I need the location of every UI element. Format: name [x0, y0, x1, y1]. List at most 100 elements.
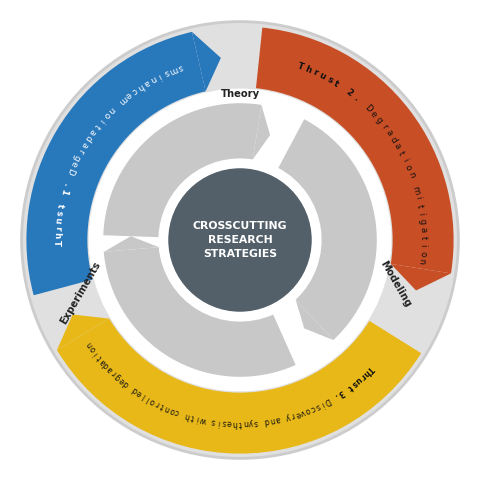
Text: t: t — [396, 150, 406, 157]
Wedge shape — [26, 32, 205, 295]
Text: .: . — [60, 181, 70, 187]
Polygon shape — [192, 32, 221, 91]
Text: y: y — [284, 412, 291, 422]
Text: o: o — [403, 164, 413, 172]
Wedge shape — [278, 119, 377, 340]
Text: a: a — [105, 364, 115, 374]
Text: i: i — [414, 196, 423, 200]
Text: n: n — [84, 340, 95, 349]
Text: i: i — [156, 71, 163, 80]
Text: T: T — [52, 240, 61, 246]
Polygon shape — [253, 105, 270, 159]
Text: a: a — [392, 142, 403, 151]
Text: d: d — [130, 384, 139, 395]
Text: s: s — [162, 67, 170, 77]
Text: i: i — [195, 414, 200, 423]
Text: e: e — [135, 388, 144, 398]
Wedge shape — [57, 319, 421, 454]
Text: e: e — [294, 409, 301, 419]
Text: .: . — [352, 94, 360, 103]
Text: o: o — [88, 345, 98, 353]
Text: r: r — [154, 399, 161, 408]
Text: .: . — [333, 391, 340, 400]
Text: n: n — [243, 419, 248, 428]
Text: t: t — [239, 419, 241, 428]
Text: d: d — [101, 360, 111, 370]
Text: t: t — [415, 204, 425, 208]
Text: d: d — [388, 135, 398, 144]
Text: s: s — [314, 401, 322, 411]
Text: g: g — [113, 372, 123, 382]
Text: s: s — [176, 62, 183, 72]
Text: h: h — [52, 232, 61, 239]
Text: t: t — [190, 412, 195, 421]
Circle shape — [22, 22, 458, 458]
Text: r: r — [379, 122, 388, 131]
Text: c: c — [130, 85, 139, 96]
Text: D: D — [362, 103, 373, 114]
Text: e: e — [68, 159, 79, 168]
Text: m: m — [116, 94, 129, 106]
Text: i: i — [400, 157, 409, 164]
Wedge shape — [104, 247, 296, 377]
Text: r: r — [110, 369, 118, 377]
Text: t: t — [419, 236, 428, 240]
Text: t: t — [346, 382, 354, 391]
Text: r: r — [312, 68, 319, 78]
Text: m: m — [168, 64, 179, 75]
Polygon shape — [391, 264, 451, 290]
Text: T: T — [365, 364, 375, 374]
Text: h: h — [184, 410, 191, 420]
Text: i: i — [419, 244, 428, 247]
Text: D: D — [65, 166, 76, 175]
Text: a: a — [79, 140, 89, 149]
Text: u: u — [353, 375, 363, 385]
Text: 3: 3 — [336, 387, 346, 398]
Text: g: g — [72, 153, 82, 162]
Text: o: o — [101, 110, 111, 120]
Text: l: l — [140, 391, 147, 400]
Text: n: n — [163, 403, 171, 413]
Text: 2: 2 — [345, 88, 355, 99]
Text: a: a — [98, 357, 108, 366]
Text: t: t — [95, 353, 104, 361]
Text: i: i — [217, 417, 220, 427]
Text: i: i — [417, 212, 426, 216]
Text: o: o — [168, 405, 176, 415]
Text: s: s — [222, 418, 227, 427]
Text: s: s — [253, 418, 259, 427]
Text: o: o — [418, 251, 427, 256]
Text: Modeling: Modeling — [378, 259, 412, 310]
Text: n: n — [417, 258, 427, 265]
Polygon shape — [296, 300, 333, 340]
Text: a: a — [418, 227, 428, 232]
Text: c: c — [174, 407, 181, 417]
Circle shape — [93, 93, 387, 387]
Text: r: r — [290, 410, 296, 420]
Text: y: y — [248, 418, 253, 427]
Polygon shape — [57, 314, 109, 350]
Text: n: n — [406, 171, 417, 180]
Text: o: o — [304, 405, 312, 415]
Text: u: u — [318, 71, 327, 82]
Text: u: u — [53, 217, 63, 224]
Text: n: n — [106, 105, 117, 115]
Text: i: i — [92, 349, 100, 357]
Text: D: D — [323, 396, 332, 407]
Text: a: a — [142, 77, 151, 88]
Text: i: i — [97, 117, 106, 124]
Text: T: T — [296, 62, 305, 72]
Text: c: c — [309, 403, 316, 413]
Text: g: g — [418, 218, 427, 225]
Text: e: e — [368, 109, 379, 120]
Text: e: e — [117, 375, 127, 385]
Text: t: t — [332, 79, 340, 89]
Polygon shape — [104, 236, 159, 252]
Text: a: a — [87, 127, 97, 137]
Circle shape — [89, 89, 391, 391]
Text: v: v — [299, 407, 307, 417]
Text: h: h — [232, 419, 237, 428]
Text: s: s — [54, 210, 64, 216]
Text: s: s — [325, 75, 334, 85]
Text: d: d — [83, 133, 93, 143]
